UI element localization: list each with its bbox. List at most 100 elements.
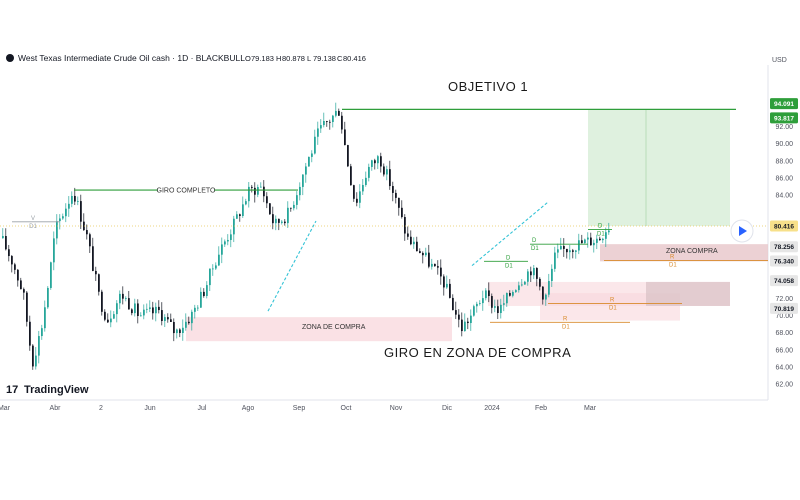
candle-body xyxy=(608,230,610,233)
candle-body xyxy=(92,246,94,271)
y-axis[interactable]: 62.00 64.00 66.00 68.00 70.00 72.00 84.00 86.00… xyxy=(770,98,798,389)
candle-body xyxy=(194,307,196,312)
candle-body xyxy=(317,128,319,137)
candle-body xyxy=(329,121,331,123)
candle-body xyxy=(398,197,400,208)
candle-body xyxy=(29,321,31,346)
price-tag[interactable] xyxy=(770,275,798,287)
candle-body xyxy=(554,252,556,269)
candle-body xyxy=(221,244,223,255)
candle-body xyxy=(173,321,175,334)
x-tick-label: Ago xyxy=(242,405,255,412)
candle-body xyxy=(551,268,553,281)
candle-body xyxy=(386,169,388,175)
replay-button[interactable] xyxy=(730,219,754,243)
y-tick-label: 64.00 xyxy=(775,364,793,371)
projection-line xyxy=(471,201,549,267)
x-tick-label: Jul xyxy=(198,405,207,412)
x-tick-label: Mar xyxy=(0,405,11,412)
candle-body xyxy=(536,268,538,279)
close-label: C xyxy=(337,54,343,63)
price-tag-label: 78.256 xyxy=(774,244,794,251)
price-tag-label: 70.819 xyxy=(774,306,794,313)
play-icon[interactable] xyxy=(739,226,747,236)
candle-body xyxy=(239,214,241,216)
price-tag[interactable] xyxy=(770,302,798,314)
candle-body xyxy=(176,329,178,334)
green-level-tag: D1 xyxy=(597,232,605,238)
orange-level-tag: R xyxy=(670,254,675,260)
candle-body xyxy=(605,232,607,239)
orange-level-tag: D1 xyxy=(609,305,617,311)
candle-body xyxy=(182,327,184,334)
y-tick-label: 70.00 xyxy=(775,313,793,320)
candle-body xyxy=(320,125,322,129)
x-tick-label: Jun xyxy=(144,405,155,412)
x-tick-label: Sep xyxy=(293,405,306,412)
candle-body xyxy=(461,319,463,332)
candle-body xyxy=(338,110,340,116)
candle-body xyxy=(500,304,502,314)
candle-body xyxy=(584,239,586,244)
x-axis[interactable]: Mar Abr 2 Jun Jul Ago Sep Oct Nov Dic 2024 Feb Mar xyxy=(0,405,597,412)
candle-body xyxy=(251,186,253,188)
orange-level-tag: R xyxy=(563,316,568,322)
candle-body xyxy=(335,110,337,116)
candle-body xyxy=(413,241,415,245)
candle-body xyxy=(236,214,238,219)
candle-body xyxy=(431,263,433,267)
green-level-tag: D xyxy=(598,224,603,230)
candle-body xyxy=(305,166,307,175)
candle-body xyxy=(380,156,382,167)
price-chart[interactable]: West Texas Intermediate Crude Oil cash ·… xyxy=(0,45,800,413)
price-tag-label: 76.340 xyxy=(774,258,794,265)
price-tag[interactable] xyxy=(770,98,798,110)
candle-body xyxy=(86,230,88,235)
candle-body xyxy=(323,120,325,126)
buy-zone-right xyxy=(600,244,768,262)
candle-body xyxy=(134,303,136,314)
candle-body xyxy=(344,129,346,146)
candle-body xyxy=(167,317,169,320)
candle-body xyxy=(596,238,598,243)
candle-body xyxy=(278,218,280,223)
candle-body xyxy=(266,196,268,204)
low-label: L xyxy=(307,54,311,63)
price-tag[interactable] xyxy=(770,255,798,267)
candle-body xyxy=(509,292,511,296)
candle-body xyxy=(41,328,43,337)
price-tag[interactable] xyxy=(770,220,798,232)
candles-layer xyxy=(2,102,610,370)
candle-body xyxy=(587,237,589,240)
price-tag[interactable] xyxy=(770,241,798,253)
candle-body xyxy=(128,298,130,310)
candle-body xyxy=(401,207,403,218)
buy-zone-overlap xyxy=(646,281,730,306)
objetivo-label: OBJETIVO 1 xyxy=(448,79,528,94)
y-tick-label: 88.00 xyxy=(775,158,793,165)
candle-body xyxy=(518,285,520,291)
candle-body xyxy=(179,329,181,334)
candle-body xyxy=(26,292,28,322)
buy-zone-left xyxy=(186,317,452,342)
candle-body xyxy=(146,308,148,310)
candle-body xyxy=(389,169,391,187)
candle-body xyxy=(83,221,85,231)
candle-body xyxy=(245,201,247,205)
price-tag-label: 93.817 xyxy=(774,115,794,122)
candle-body xyxy=(566,248,568,253)
candle-body xyxy=(143,309,145,316)
open-label: O xyxy=(245,54,251,63)
candle-body xyxy=(311,153,313,157)
candle-body xyxy=(539,278,541,287)
chart-area[interactable]: West Texas Intermediate Crude Oil cash ·… xyxy=(0,45,800,413)
candle-body xyxy=(71,195,73,204)
candle-body xyxy=(224,241,226,245)
candle-body xyxy=(557,249,559,253)
candle-body xyxy=(503,303,505,305)
candle-body xyxy=(470,315,472,324)
candle-body xyxy=(152,307,154,314)
candle-body xyxy=(149,307,151,309)
candle-body xyxy=(23,289,25,293)
price-tag[interactable] xyxy=(770,112,798,124)
